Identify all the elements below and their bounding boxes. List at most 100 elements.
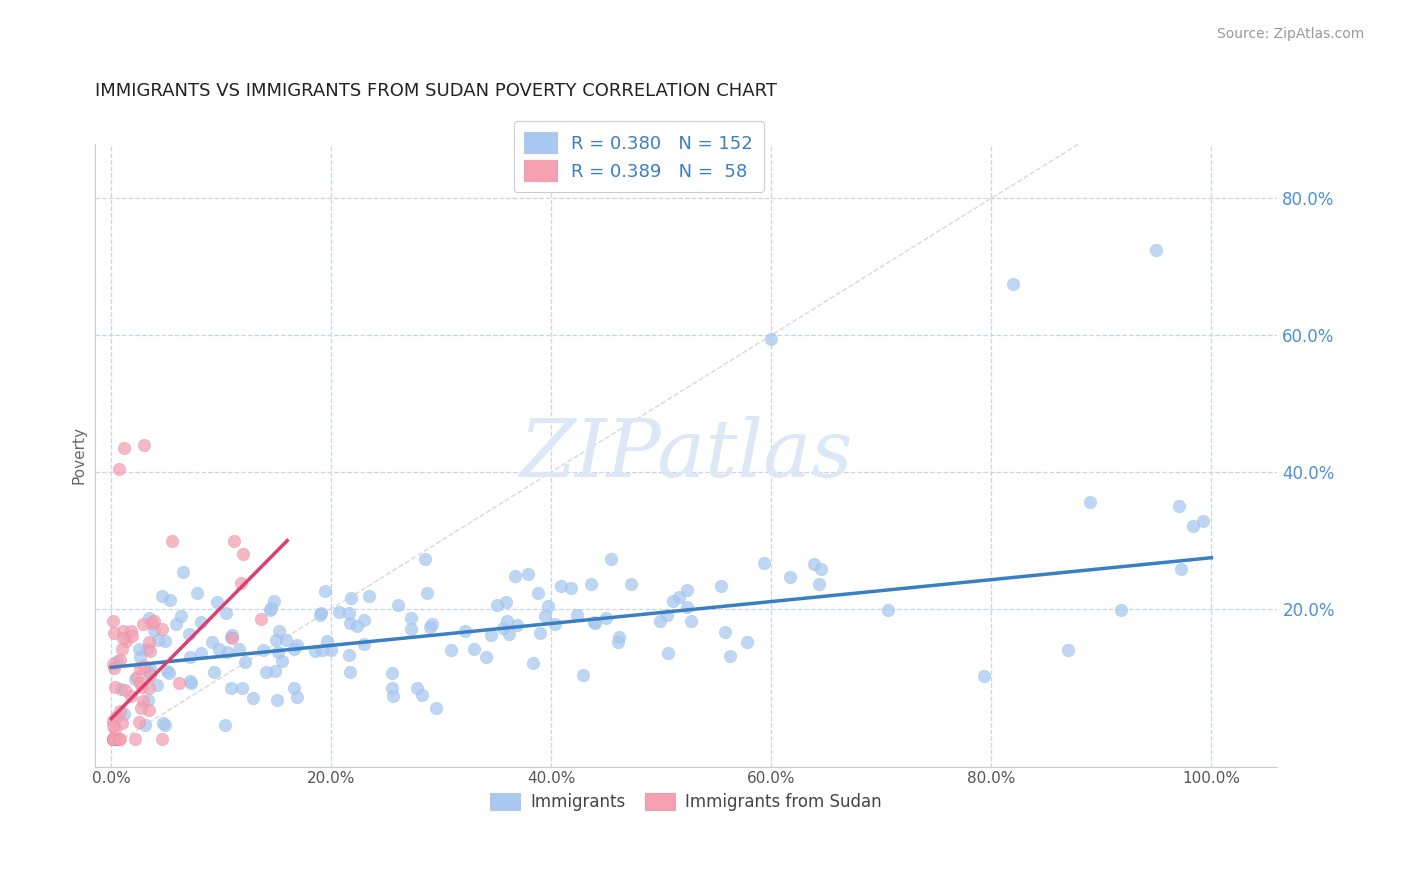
- Point: [111, 715, 134, 730]
- Point: [425, 700, 447, 714]
- Legend: Immigrants, Immigrants from Sudan: Immigrants, Immigrants from Sudan: [484, 786, 889, 817]
- Point: [142, 614, 165, 628]
- Point: [217, 645, 239, 659]
- Point: [337, 606, 360, 620]
- Point: [105, 710, 128, 724]
- Point: [233, 655, 256, 669]
- Point: [150, 622, 173, 636]
- Point: [309, 606, 332, 620]
- Point: [285, 638, 308, 652]
- Point: [190, 615, 212, 629]
- Point: [180, 675, 202, 690]
- Point: [103, 732, 125, 747]
- Point: [339, 615, 361, 630]
- Point: [108, 732, 131, 747]
- Point: [267, 645, 290, 659]
- Point: [316, 633, 339, 648]
- Point: [219, 630, 242, 644]
- Point: [266, 693, 288, 707]
- Point: [259, 602, 281, 616]
- Point: [810, 561, 832, 575]
- Point: [138, 703, 160, 717]
- Point: [973, 669, 995, 683]
- Point: [735, 635, 758, 649]
- Point: [650, 615, 672, 629]
- Point: [224, 534, 246, 549]
- Point: [120, 624, 142, 639]
- Point: [353, 638, 375, 652]
- Point: [128, 676, 150, 690]
- Point: [1192, 514, 1215, 528]
- Point: [679, 615, 702, 629]
- Point: [311, 643, 333, 657]
- Point: [132, 659, 155, 673]
- Point: [103, 732, 125, 747]
- Point: [606, 634, 628, 648]
- Point: [285, 690, 308, 704]
- Point: [112, 631, 135, 645]
- Point: [138, 611, 160, 625]
- Point: [662, 594, 685, 608]
- Point: [529, 625, 551, 640]
- Point: [157, 665, 180, 680]
- Point: [276, 633, 298, 648]
- Point: [134, 438, 156, 452]
- Point: [121, 628, 143, 642]
- Point: [207, 595, 229, 609]
- Point: [103, 661, 125, 675]
- Point: [474, 650, 496, 665]
- Point: [214, 718, 236, 732]
- Point: [581, 577, 603, 591]
- Point: [107, 732, 129, 747]
- Point: [382, 689, 405, 703]
- Point: [463, 642, 485, 657]
- Point: [129, 661, 152, 675]
- Point: [283, 681, 305, 695]
- Point: [571, 667, 593, 681]
- Point: [710, 579, 733, 593]
- Point: [190, 646, 212, 660]
- Point: [186, 585, 208, 599]
- Point: [503, 569, 526, 583]
- Point: [132, 616, 155, 631]
- Point: [607, 630, 630, 644]
- Point: [1057, 643, 1080, 657]
- Text: Source: ZipAtlas.com: Source: ZipAtlas.com: [1216, 27, 1364, 41]
- Point: [134, 718, 156, 732]
- Point: [526, 586, 548, 600]
- Point: [129, 649, 152, 664]
- Point: [720, 648, 742, 663]
- Point: [495, 595, 517, 609]
- Point: [517, 567, 540, 582]
- Point: [271, 655, 294, 669]
- Point: [152, 715, 174, 730]
- Point: [413, 552, 436, 566]
- Point: [676, 599, 699, 614]
- Point: [112, 441, 135, 455]
- Point: [138, 635, 160, 649]
- Point: [104, 732, 127, 747]
- Point: [440, 642, 463, 657]
- Point: [221, 631, 243, 645]
- Point: [498, 626, 520, 640]
- Point: [228, 641, 250, 656]
- Point: [454, 624, 477, 638]
- Point: [103, 614, 125, 628]
- Point: [103, 732, 125, 747]
- Point: [250, 612, 273, 626]
- Point: [208, 642, 231, 657]
- Point: [479, 628, 502, 642]
- Point: [159, 593, 181, 607]
- Point: [124, 672, 146, 686]
- Point: [620, 576, 643, 591]
- Point: [534, 608, 557, 623]
- Point: [160, 533, 183, 548]
- Point: [381, 681, 404, 695]
- Point: [254, 665, 277, 679]
- Point: [153, 634, 176, 648]
- Point: [128, 714, 150, 729]
- Point: [221, 628, 243, 642]
- Point: [145, 677, 167, 691]
- Point: [321, 643, 343, 657]
- Point: [108, 461, 131, 475]
